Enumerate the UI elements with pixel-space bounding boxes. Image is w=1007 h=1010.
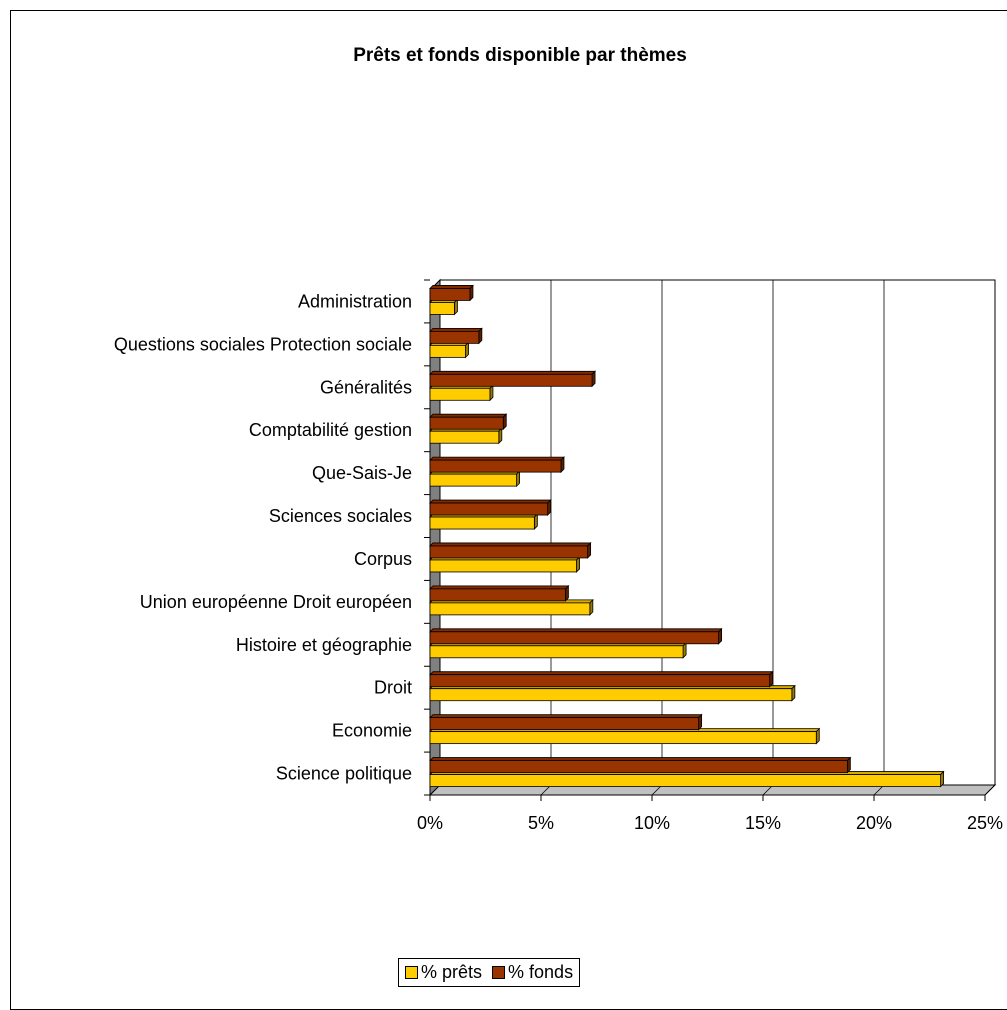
bar-end-fonds <box>469 284 474 302</box>
bar-prets <box>429 688 793 702</box>
bar-end-fonds <box>587 541 592 559</box>
category-label: Corpus <box>354 549 412 569</box>
bar-prets <box>429 645 684 659</box>
bar-end-prets <box>533 513 538 531</box>
bar-end-prets <box>815 727 820 745</box>
bar-fonds <box>429 502 549 516</box>
bar-fonds <box>429 373 593 387</box>
category-label: Questions sociales Protection sociale <box>114 334 412 354</box>
bar-end-fonds <box>769 670 774 688</box>
category-label: Economie <box>332 721 412 741</box>
bar-end-fonds <box>502 413 507 431</box>
bar-end-prets <box>516 470 520 488</box>
bar-top-fonds <box>429 370 597 375</box>
bar-fonds <box>429 330 480 344</box>
bar-fonds <box>429 674 771 688</box>
legend-item-fonds: % fonds <box>492 962 573 983</box>
category-label: Droit <box>374 678 412 698</box>
category-label: Histoire et géographie <box>236 635 412 655</box>
category-label: Généralités <box>320 377 412 397</box>
x-tick-label: 25% <box>967 813 1003 833</box>
bar-top-fonds <box>429 542 592 547</box>
bar-prets <box>429 516 535 530</box>
bar-top-fonds <box>429 757 852 761</box>
bar-end-fonds <box>591 370 596 388</box>
bar-end-prets <box>489 384 494 402</box>
bar-prets <box>429 602 591 616</box>
bar-fonds <box>429 717 700 731</box>
bar-top-fonds <box>429 585 570 590</box>
bar-end-prets <box>589 598 594 616</box>
bar-end-prets <box>454 298 458 316</box>
category-label: Sciences sociales <box>269 506 412 526</box>
bar-prets <box>429 473 517 487</box>
legend-label-prets: % prêts <box>421 962 483 982</box>
bar-fonds <box>429 760 848 773</box>
bar-prets <box>429 774 942 787</box>
chart-title: Prêts et fonds disponible par thèmes <box>353 45 687 66</box>
bar-end-prets <box>791 684 796 702</box>
bar-fonds <box>429 545 589 559</box>
bar-top-fonds <box>429 628 723 633</box>
plot-back-wall <box>439 279 996 786</box>
x-tick-label: 20% <box>856 813 892 833</box>
bar-prets <box>429 344 466 358</box>
bar-end-prets <box>465 341 469 359</box>
bar-end-fonds <box>560 456 565 474</box>
legend-swatch-prets <box>405 966 418 979</box>
bar-end-prets <box>576 555 580 573</box>
x-tick-label: 15% <box>745 813 781 833</box>
bar-end-fonds <box>478 327 483 345</box>
legend-item-prets: % prêts <box>405 962 482 983</box>
bar-end-fonds <box>846 756 851 774</box>
category-label: Union européenne Droit européen <box>140 592 412 612</box>
bar-prets <box>429 387 491 401</box>
bar-fonds <box>429 459 562 473</box>
x-tick-label: 0% <box>417 813 443 833</box>
bar-top-fonds <box>429 285 474 289</box>
bar-end-prets <box>940 770 944 788</box>
bar-end-fonds <box>698 713 703 731</box>
bar-end-prets <box>498 427 503 445</box>
category-label: Administration <box>298 291 412 311</box>
category-label: Comptabilité gestion <box>249 420 412 440</box>
x-tick-label: 5% <box>528 813 554 833</box>
bar-top-fonds <box>429 327 483 332</box>
legend-swatch-fonds <box>492 966 506 979</box>
bar-prets <box>429 731 817 745</box>
x-tick-label: 10% <box>634 813 670 833</box>
legend: % prêts % fonds <box>398 958 581 987</box>
bar-fonds <box>429 631 720 645</box>
category-label: Science politique <box>276 764 412 784</box>
bar-top-fonds <box>429 499 552 504</box>
bar-top-fonds <box>429 413 508 418</box>
bar-prets <box>429 430 500 444</box>
bar-top-fonds <box>429 671 774 676</box>
bar-prets <box>429 302 455 315</box>
bar-top-fonds <box>429 714 703 719</box>
bar-end-fonds <box>718 627 722 645</box>
bar-top-fonds <box>429 456 565 461</box>
bar-fonds <box>429 288 471 301</box>
category-label: Que-Sais-Je <box>312 463 412 483</box>
bar-end-fonds <box>565 584 569 602</box>
bar-fonds <box>429 588 566 602</box>
gridline-floor <box>984 784 996 796</box>
bar-end-prets <box>682 641 687 659</box>
bar-end-fonds <box>547 499 552 517</box>
bar-prets <box>429 559 577 573</box>
legend-label-fonds: % fonds <box>508 962 574 982</box>
bar-fonds <box>429 416 504 430</box>
